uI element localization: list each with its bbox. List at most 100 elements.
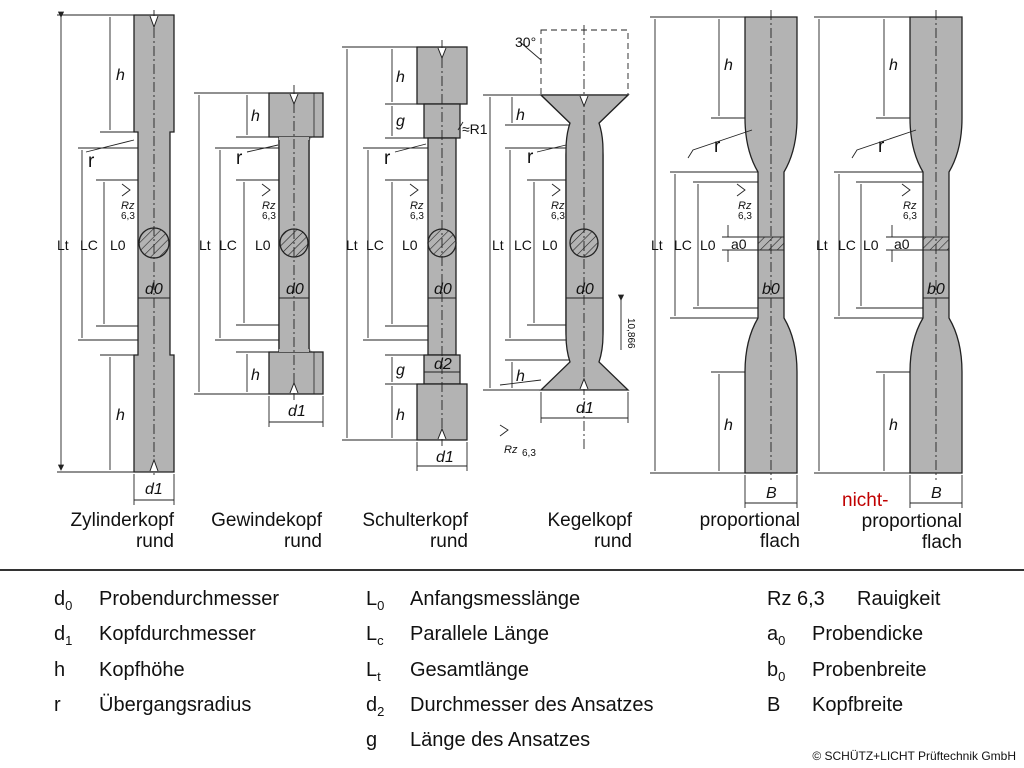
- legend-symbol: d2: [366, 694, 385, 719]
- specimen-name-line2: rund: [593, 531, 632, 552]
- label-rz-value: 6,3: [551, 211, 565, 222]
- label-d2: d2: [434, 356, 452, 373]
- label-rz-value: 6,3: [410, 211, 424, 222]
- label-lt: Lt: [57, 237, 69, 253]
- label-l0: L0: [255, 237, 271, 253]
- separator-line: [0, 569, 1024, 571]
- copyright-notice: © SCHÜTZ+LICHT Prüftechnik GmbH: [812, 749, 1016, 763]
- label-radius: ≈R1: [462, 121, 488, 137]
- specimen-name: Gewindekopf rund: [190, 510, 322, 552]
- legend-symbol: Lt: [366, 659, 381, 684]
- specimen-name-line1: proportional: [861, 511, 962, 532]
- label-d0: d0: [286, 281, 304, 298]
- specimen-name-line1: proportional: [699, 510, 800, 531]
- label-d1: d1: [436, 449, 454, 466]
- label-d1: d1: [576, 400, 594, 417]
- legend-text: Probenbreite: [812, 659, 927, 681]
- legend-text: Gesamtlänge: [410, 659, 529, 681]
- specimen-name-line1: Zylinderkopf: [70, 510, 175, 531]
- label-l0: L0: [700, 237, 716, 253]
- label-h: h: [516, 368, 525, 385]
- specimen-name-line1: Kegelkopf: [547, 510, 632, 531]
- label-r: r: [878, 136, 885, 157]
- specimen-name: nicht- proportional flach: [832, 490, 962, 553]
- label-rz: Rz: [410, 200, 424, 212]
- label-h: h: [516, 107, 525, 124]
- legend-text: Kopfdurchmesser: [99, 623, 256, 645]
- specimen-name-line1: Schulterkopf: [362, 510, 468, 531]
- label-h: h: [724, 57, 733, 74]
- legend-text: Rauigkeit: [857, 588, 941, 610]
- label-g: g: [396, 113, 405, 130]
- label-l0: L0: [110, 237, 126, 253]
- label-b0: b0: [762, 281, 780, 298]
- label-lc: LC: [80, 237, 98, 253]
- legend-symbol: d0: [54, 588, 73, 613]
- label-rz: Rz: [551, 200, 565, 212]
- label-lc: LC: [366, 237, 384, 253]
- specimen-name-prefix: nicht-: [842, 490, 889, 511]
- label-lc: LC: [219, 237, 237, 253]
- specimen-name-line2: rund: [429, 531, 468, 552]
- label-a0: a0: [731, 236, 747, 252]
- legend-text: Übergangsradius: [99, 694, 252, 716]
- legend-symbol: g: [366, 729, 378, 751]
- label-h: h: [396, 407, 405, 424]
- label-h: h: [889, 57, 898, 74]
- legend-symbol: b0: [767, 659, 786, 684]
- specimen-schulterkopf: [342, 40, 468, 471]
- label-b: B: [931, 485, 942, 502]
- specimen-name: Zylinderkopf rund: [48, 510, 175, 552]
- label-g: g: [396, 362, 405, 379]
- specimen-name-line2: flach: [759, 531, 800, 552]
- label-rz: Rz: [504, 444, 518, 456]
- legend-symbol: h: [54, 659, 66, 681]
- label-h: h: [396, 69, 405, 86]
- label-chamfer: 10,866: [625, 318, 636, 349]
- label-r: r: [88, 151, 95, 172]
- legend-text: Anfangsmesslänge: [410, 588, 581, 610]
- label-lc: LC: [674, 237, 692, 253]
- label-h: h: [724, 417, 733, 434]
- specimen-name-line2: flach: [921, 532, 962, 553]
- label-rz-value: 6,3: [262, 211, 276, 222]
- label-lt: Lt: [199, 237, 211, 253]
- specimen-name-line1: Gewindekopf: [211, 510, 322, 531]
- label-h: h: [116, 407, 125, 424]
- label-r: r: [714, 136, 721, 157]
- label-h: h: [251, 108, 260, 125]
- specimen-zylinderkopf: [57, 10, 175, 505]
- label-d0: d0: [145, 281, 163, 298]
- label-h: h: [116, 67, 125, 84]
- specimen-name-line2: rund: [283, 531, 322, 552]
- label-l0: L0: [863, 237, 879, 253]
- specimen-name-line2: rund: [135, 531, 174, 552]
- label-b: B: [766, 485, 777, 502]
- label-b0: b0: [927, 281, 945, 298]
- legend-text: Länge des Ansatzes: [410, 729, 591, 751]
- label-d0: d0: [576, 281, 594, 298]
- label-d0: d0: [434, 281, 452, 298]
- legend-text: Probendurchmesser: [99, 588, 280, 610]
- specimen-drawing: h h r Lt LC L0 d0 d1 Rz 6,3 h h r Lt LC …: [57, 10, 963, 508]
- label-lt: Lt: [492, 237, 504, 253]
- label-l0: L0: [542, 237, 558, 253]
- specimen-nichtproportional-flach: [814, 10, 963, 508]
- label-lt: Lt: [816, 237, 828, 253]
- legend-text: Parallele Länge: [410, 623, 549, 645]
- specimen-name: proportional flach: [670, 510, 800, 552]
- dimension-labels: h h r Lt LC L0 d0 d1 Rz 6,3 h h r Lt LC …: [57, 34, 945, 502]
- label-lc: LC: [514, 237, 532, 253]
- label-rz: Rz: [262, 200, 276, 212]
- legend-symbol: L0: [366, 588, 385, 613]
- label-r: r: [384, 148, 391, 169]
- legend-text: Probendicke: [812, 623, 924, 645]
- label-rz-value: 6,3: [522, 448, 536, 459]
- label-r: r: [527, 147, 534, 168]
- label-a0: a0: [894, 236, 910, 252]
- label-lt: Lt: [346, 237, 358, 253]
- label-rz-value: 6,3: [738, 211, 752, 222]
- legend-text: Durchmesser des Ansatzes: [410, 694, 654, 716]
- label-rz-value: 6,3: [121, 211, 135, 222]
- specimen-proportional-flach: [650, 10, 798, 508]
